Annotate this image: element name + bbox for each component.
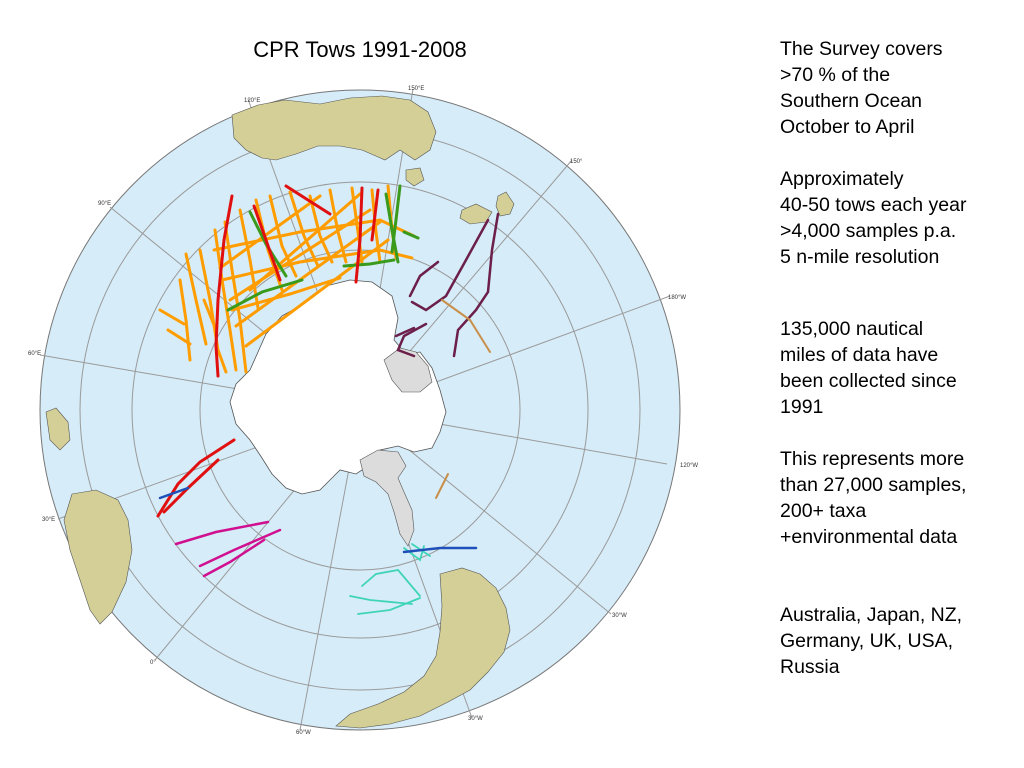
survey-info-panel: The Survey covers >70 % of the Southern … xyxy=(780,36,1016,680)
southern-ocean-map: 120°E 150°E 90°E 150° 60°E 180°W 120°W 3… xyxy=(28,86,698,736)
ross-ice-shelf xyxy=(383,347,433,393)
tows-magenta xyxy=(174,520,282,578)
antarctic-peninsula xyxy=(359,449,415,547)
new-zealand-north xyxy=(495,191,515,217)
label-150e: 150°E xyxy=(408,86,424,92)
participating-countries-text: Australia, Japan, NZ, Germany, UK, USA, … xyxy=(780,604,963,678)
label-120e: 120°E xyxy=(244,98,260,104)
tasmania xyxy=(405,167,425,187)
map-title: CPR Tows 1991-2008 xyxy=(253,37,467,62)
survey-coverage-text: The Survey covers >70 % of the Southern … xyxy=(780,38,943,138)
label-30w-right: 30°W xyxy=(612,613,627,619)
label-90e: 90°E xyxy=(98,201,111,207)
tows-blue xyxy=(158,486,478,554)
tows-stats-text: Approximately 40-50 tows each year >4,00… xyxy=(780,168,967,268)
tows-tan xyxy=(435,299,491,499)
madagascar xyxy=(45,407,71,451)
tows-purple xyxy=(394,212,500,358)
label-120w: 120°W xyxy=(680,463,698,469)
label-150: 150° xyxy=(570,159,583,165)
nautical-miles-text: 135,000 nautical miles of data have been… xyxy=(780,318,957,418)
label-30e: 30°E xyxy=(42,517,55,523)
australia-landmass xyxy=(231,95,437,161)
label-60w: 60°W xyxy=(296,730,311,736)
africa-landmass xyxy=(63,489,133,625)
south-america-landmass xyxy=(335,567,511,729)
label-180w: 180°W xyxy=(668,295,686,301)
graticule-labels: 120°E 150°E 90°E 150° 60°E 180°W 120°W 3… xyxy=(28,86,698,736)
samples-taxa-text: This represents more than 27,000 samples… xyxy=(780,448,967,548)
label-60e: 60°E xyxy=(28,351,41,357)
label-30w-bottom: 30°W xyxy=(468,716,483,722)
label-0: 0° xyxy=(150,660,156,666)
